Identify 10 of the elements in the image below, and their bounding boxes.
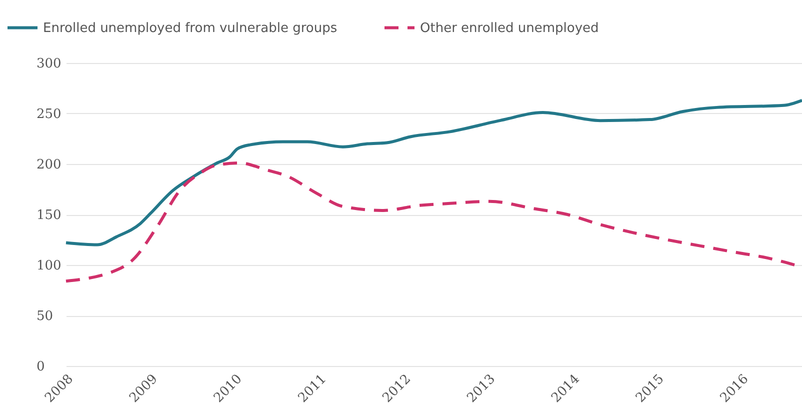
y-tick-label: 300 [36, 56, 62, 72]
y-tick-label: 250 [36, 107, 62, 122]
y-tick-label: 50 [36, 309, 54, 324]
y-tick-label: 100 [36, 258, 62, 274]
legend-label: Enrolled unemployed from vulnerable groups [43, 20, 338, 36]
legend-label: Other enrolled unemployed [420, 20, 599, 36]
y-tick-label: 200 [36, 158, 62, 172]
y-tick-label: 0 [36, 360, 45, 374]
y-tick-label: 150 [36, 208, 62, 223]
line-series [64, 98, 802, 246]
